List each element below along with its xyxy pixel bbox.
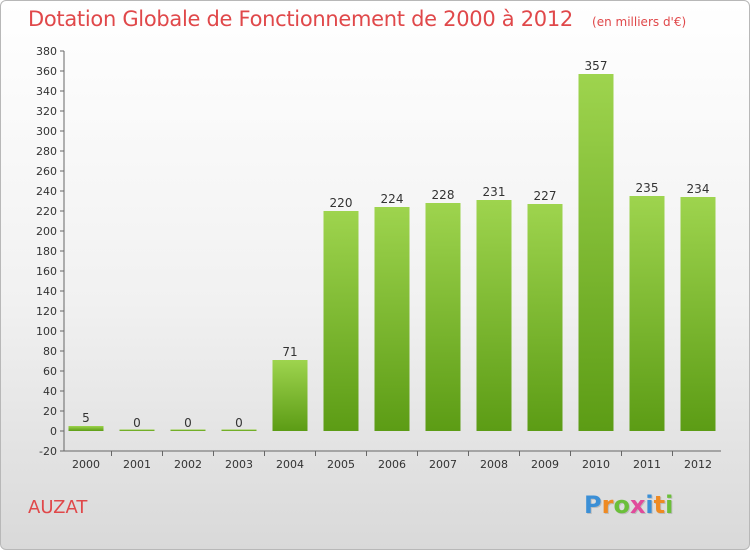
value-label: 220 <box>330 196 353 210</box>
x-tick-label: 2004 <box>276 458 304 471</box>
y-tick-label: 40 <box>43 385 57 398</box>
y-tick-label: 180 <box>36 245 57 258</box>
logo-letter: x <box>629 491 646 519</box>
proxiti-logo: Proxiti <box>584 491 673 519</box>
logo-letter: P <box>584 491 602 519</box>
value-label: 228 <box>432 188 455 202</box>
value-label: 235 <box>636 181 659 195</box>
x-tick-label: 2001 <box>123 458 151 471</box>
y-tick-label: -20 <box>39 445 57 458</box>
bar-2001 <box>119 429 155 431</box>
chart-title: Dotation Globale de Fonctionnement de 20… <box>28 7 686 31</box>
x-tick-label: 2008 <box>480 458 508 471</box>
bar-2008 <box>476 200 512 431</box>
y-tick-label: 60 <box>43 365 57 378</box>
value-label: 0 <box>133 416 141 430</box>
bar-2000 <box>68 426 104 431</box>
axes: -20 0 20 40 60 80 100 120 140 160 180 200 220 240 260 2… <box>36 45 721 471</box>
logo-letter: i <box>645 491 654 519</box>
value-label: 71 <box>282 345 297 359</box>
y-tick-label: 280 <box>36 145 57 158</box>
y-tick-label: 200 <box>36 225 57 238</box>
bar-2007 <box>425 203 461 431</box>
value-label: 0 <box>235 416 243 430</box>
bar-2003 <box>221 429 257 431</box>
value-label: 0 <box>184 416 192 430</box>
y-tick-label: 220 <box>36 205 57 218</box>
y-tick-label: 340 <box>36 85 57 98</box>
x-tick-label: 2009 <box>531 458 559 471</box>
y-tick-label: 0 <box>50 425 57 438</box>
bar-2006 <box>374 207 410 431</box>
x-tick-label: 2003 <box>225 458 253 471</box>
x-tick-label: 2012 <box>684 458 712 471</box>
y-tick-label: 360 <box>36 65 57 78</box>
bars <box>68 74 716 431</box>
value-label: 357 <box>585 59 608 73</box>
value-label: 224 <box>381 192 404 206</box>
logo-letter: i <box>665 491 674 519</box>
title-main: Dotation Globale de Fonctionnement de 20… <box>28 7 573 31</box>
y-tick-label: 140 <box>36 285 57 298</box>
y-tick-label: 380 <box>36 45 57 58</box>
y-tick-label: 120 <box>36 305 57 318</box>
logo-letter: t <box>653 491 666 519</box>
x-tick-label: 2010 <box>582 458 610 471</box>
value-label: 227 <box>534 189 557 203</box>
bar-2012 <box>680 197 716 431</box>
value-label: 234 <box>687 182 710 196</box>
title-unit: (en milliers d'€) <box>592 15 687 29</box>
logo-letter: o <box>613 491 630 519</box>
y-tick-label: 100 <box>36 325 57 338</box>
value-labels: 5 0 0 0 71 220 224 228 231 227 357 235 234 <box>82 59 709 430</box>
x-tick-label: 2000 <box>72 458 100 471</box>
x-tick-label: 2011 <box>633 458 661 471</box>
bar-2009 <box>527 204 563 431</box>
y-tick-label: 80 <box>43 345 57 358</box>
bar-2005 <box>323 211 359 431</box>
value-label: 5 <box>82 411 90 425</box>
y-tick-label: 20 <box>43 405 57 418</box>
bar-2011 <box>629 196 665 431</box>
y-tick-label: 160 <box>36 265 57 278</box>
x-tick-label: 2005 <box>327 458 355 471</box>
value-label: 231 <box>483 185 506 199</box>
bar-2010 <box>578 74 614 431</box>
x-tick-label: 2006 <box>378 458 406 471</box>
logo-letter: r <box>601 491 614 519</box>
bar-2004 <box>272 360 308 431</box>
y-tick-label: 260 <box>36 165 57 178</box>
y-tick-label: 240 <box>36 185 57 198</box>
bar-2002 <box>170 429 206 431</box>
x-tick-label: 2007 <box>429 458 457 471</box>
commune-name: AUZAT <box>28 497 88 518</box>
y-tick-label: 300 <box>36 125 57 138</box>
x-tick-label: 2002 <box>174 458 202 471</box>
y-tick-label: 320 <box>36 105 57 118</box>
